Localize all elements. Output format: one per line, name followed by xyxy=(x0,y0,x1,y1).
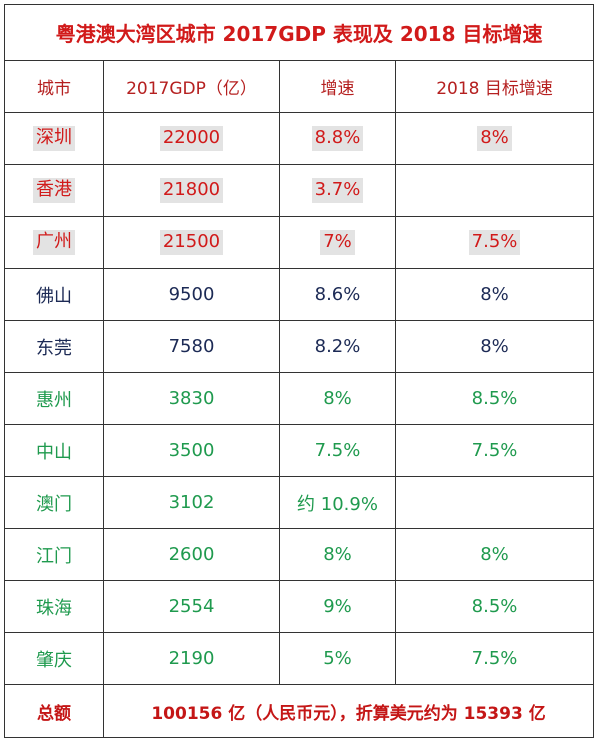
cell-gdp: 21500 xyxy=(103,216,280,269)
cell-city: 广州 xyxy=(4,216,104,269)
cell-growth: 8% xyxy=(279,372,396,425)
cell-city: 珠海 xyxy=(4,580,104,633)
table-row: 江门 2600 8% 8% xyxy=(4,528,595,581)
cell-target: 8% xyxy=(394,112,595,165)
table-row: 肇庆 2190 5% 7.5% xyxy=(4,632,595,685)
cell-target: 8% xyxy=(394,320,595,373)
cell-target xyxy=(394,164,595,217)
highlighted-value: 深圳 xyxy=(33,126,75,151)
cell-growth: 8% xyxy=(279,528,396,581)
table-row: 惠州 3830 8% 8.5% xyxy=(4,372,595,425)
total-label: 总额 xyxy=(4,684,104,738)
cell-city: 深圳 xyxy=(4,112,104,165)
cell-target: 8.5% xyxy=(394,372,595,425)
table-row: 中山 3500 7.5% 7.5% xyxy=(4,424,595,477)
cell-city: 东莞 xyxy=(4,320,104,373)
cell-target: 7.5% xyxy=(394,216,595,269)
highlighted-value: 8% xyxy=(477,126,512,151)
title-row: 粤港澳大湾区城市 2017GDP 表现及 2018 目标增速 xyxy=(3,4,595,61)
cell-gdp: 2600 xyxy=(103,528,280,581)
cell-city: 澳门 xyxy=(4,476,104,529)
highlighted-value: 香港 xyxy=(33,178,75,203)
cell-city: 江门 xyxy=(4,528,104,581)
table-row: 澳门 3102 约 10.9% xyxy=(4,476,595,529)
highlighted-value: 21800 xyxy=(159,178,224,203)
cell-growth: 7% xyxy=(279,216,396,269)
highlighted-value: 7.5% xyxy=(468,230,521,255)
cell-target: 8% xyxy=(394,268,595,321)
header-target: 2018 目标增速 xyxy=(394,60,595,113)
cell-target: 7.5% xyxy=(394,424,595,477)
table-row: 珠海 2554 9% 8.5% xyxy=(4,580,595,633)
header-gdp: 2017GDP（亿） xyxy=(103,60,280,113)
cell-gdp: 2554 xyxy=(103,580,280,633)
cell-gdp: 3102 xyxy=(103,476,280,529)
table-title: 粤港澳大湾区城市 2017GDP 表现及 2018 目标增速 xyxy=(3,4,595,61)
table-row: 深圳 22000 8.8% 8% xyxy=(4,112,595,165)
table-row: 佛山 9500 8.6% 8% xyxy=(4,268,595,321)
highlighted-value: 8.8% xyxy=(311,126,364,151)
cell-growth: 8.2% xyxy=(279,320,396,373)
cell-growth: 约 10.9% xyxy=(279,476,396,529)
cell-target: 7.5% xyxy=(394,632,595,685)
cell-growth: 5% xyxy=(279,632,396,685)
cell-growth: 8.8% xyxy=(279,112,396,165)
cell-growth: 7.5% xyxy=(279,424,396,477)
table-row: 香港 21800 3.7% xyxy=(4,164,595,217)
cell-gdp: 2190 xyxy=(103,632,280,685)
total-row: 总额 100156 亿（人民币元），折算美元约为 15393 亿 xyxy=(4,684,595,738)
cell-gdp: 21800 xyxy=(103,164,280,217)
cell-gdp: 7580 xyxy=(103,320,280,373)
cell-growth: 3.7% xyxy=(279,164,396,217)
header-row: 城市 2017GDP（亿） 增速 2018 目标增速 xyxy=(4,60,595,113)
cell-growth: 8.6% xyxy=(279,268,396,321)
cell-target: 8.5% xyxy=(394,580,595,633)
highlighted-value: 3.7% xyxy=(311,178,364,203)
gdp-table: 粤港澳大湾区城市 2017GDP 表现及 2018 目标增速 城市 2017GD… xyxy=(3,4,595,738)
total-value: 100156 亿（人民币元），折算美元约为 15393 亿 xyxy=(102,684,595,738)
table-row: 东莞 7580 8.2% 8% xyxy=(4,320,595,373)
highlighted-value: 7% xyxy=(320,230,355,255)
header-growth: 增速 xyxy=(279,60,396,113)
cell-gdp: 9500 xyxy=(103,268,280,321)
cell-city: 肇庆 xyxy=(4,632,104,685)
cell-city: 香港 xyxy=(4,164,104,217)
header-city: 城市 xyxy=(4,60,104,113)
cell-growth: 9% xyxy=(279,580,396,633)
cell-target: 8% xyxy=(394,528,595,581)
highlighted-value: 广州 xyxy=(33,230,75,255)
cell-gdp: 3500 xyxy=(103,424,280,477)
cell-city: 中山 xyxy=(4,424,104,477)
table-row: 广州 21500 7% 7.5% xyxy=(4,216,595,269)
highlighted-value: 21500 xyxy=(159,230,224,255)
cell-gdp: 22000 xyxy=(103,112,280,165)
cell-city: 佛山 xyxy=(4,268,104,321)
cell-city: 惠州 xyxy=(4,372,104,425)
cell-target xyxy=(394,476,595,529)
highlighted-value: 22000 xyxy=(159,126,224,151)
cell-gdp: 3830 xyxy=(103,372,280,425)
